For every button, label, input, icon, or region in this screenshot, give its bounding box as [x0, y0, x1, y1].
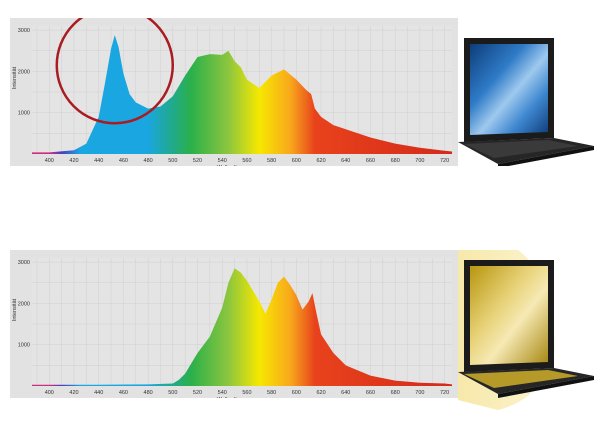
x-tick-label: 600 [292, 158, 301, 164]
y-axis-label: Intensität [12, 298, 18, 321]
x-tick-label: 540 [218, 390, 227, 396]
x-tick-label: 440 [94, 390, 103, 396]
y-tick-label: 2000 [18, 301, 30, 307]
x-tick-label: 420 [69, 158, 78, 164]
laptop-yellow-filter-image [458, 250, 594, 410]
x-tick-label: 400 [45, 158, 54, 164]
x-tick-label: 620 [316, 158, 325, 164]
y-tick-label: 2000 [18, 69, 30, 75]
spectrum-chart-bottom: 400 420 440 460 480 500 520 540 560 580 600 620 640 6… [10, 250, 458, 398]
x-tick-label: 480 [144, 158, 153, 164]
highlight-circle [55, 18, 174, 125]
x-tick-label: 540 [218, 158, 227, 164]
y-tick-label: 3000 [18, 28, 30, 34]
x-tick-label: 420 [69, 390, 78, 396]
y-tick-label: 1000 [18, 111, 30, 117]
x-tick-label: 480 [144, 390, 153, 396]
x-tick-label: 640 [341, 158, 350, 164]
y-tick-label: 3000 [18, 260, 30, 266]
spectrum-chart-bottom-svg: 400 420 440 460 480 500 520 540 560 580 600 620 640 6… [12, 258, 452, 398]
x-tick-label: 620 [316, 390, 325, 396]
x-tick-label: 580 [267, 390, 276, 396]
spectrum-area [32, 268, 452, 386]
x-tick-label: 700 [415, 158, 424, 164]
x-tick-label: 720 [440, 158, 449, 164]
x-tick-label: 600 [292, 390, 301, 396]
y-axis-label: Intensität [12, 66, 18, 89]
spectrum-chart-top: 400 420 440 460 480 500 520 540 560 580 600 620 640 6… [10, 18, 458, 166]
x-tick-label: 560 [242, 390, 251, 396]
x-tick-label: 680 [391, 158, 400, 164]
x-axis-label: Wellenlänge [217, 397, 247, 398]
x-tick-label: 680 [391, 390, 400, 396]
x-tick-label: 520 [193, 390, 202, 396]
x-tick-label: 400 [45, 390, 54, 396]
x-tick-label: 460 [119, 390, 128, 396]
x-tick-label: 720 [440, 390, 449, 396]
x-tick-label: 700 [415, 390, 424, 396]
x-tick-label: 500 [168, 158, 177, 164]
x-tick-label: 640 [341, 390, 350, 396]
x-tick-label: 460 [119, 158, 128, 164]
spectrum-chart-top-svg: 400 420 440 460 480 500 520 540 560 580 600 620 640 6… [12, 18, 452, 166]
x-tick-label: 440 [94, 158, 103, 164]
spectrum-area [32, 35, 452, 154]
x-tick-label: 500 [168, 390, 177, 396]
x-tick-label: 580 [267, 158, 276, 164]
x-tick-label: 660 [366, 158, 375, 164]
x-tick-label: 520 [193, 158, 202, 164]
y-tick-label: 1000 [18, 343, 30, 349]
x-axis-label: Wellenlänge [217, 165, 247, 166]
x-tick-label: 560 [242, 158, 251, 164]
x-tick-label: 660 [366, 390, 375, 396]
laptop-blue-screen-image [458, 36, 594, 166]
